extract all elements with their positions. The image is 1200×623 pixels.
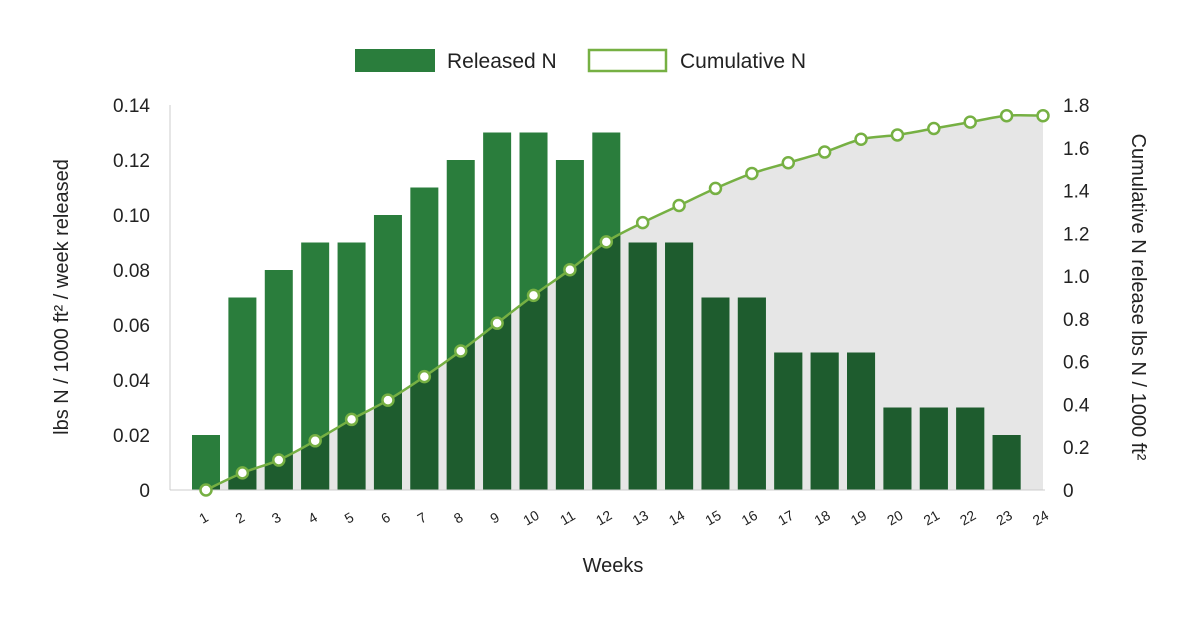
bar-overlap-week-23 (992, 435, 1021, 490)
x-tick-label: 11 (557, 507, 578, 528)
x-tick-label: 18 (811, 507, 833, 529)
cumulative-point-week-6 (381, 393, 395, 407)
y2-tick-label: 0.2 (1063, 438, 1089, 459)
x-tick-labels: 1 2 3 4 5 6 7 8 9 10 11 12 13 14 15 16 17 18 19 20 21 22 23 24 (196, 507, 1051, 529)
cumulative-point-week-9 (490, 316, 504, 330)
cumulative-point-week-16 (745, 166, 759, 181)
legend-swatch-cumulative (587, 48, 668, 73)
x-tick-label: 14 (666, 507, 688, 529)
cumulative-point-week-13 (635, 215, 650, 230)
y-axis-title: lbs N / 1000 ft² / week released (51, 159, 73, 435)
right-tick-labels: 0 0.2 0.4 0.6 0.8 1.0 1.2 1.4 1.6 1.8 (1063, 96, 1090, 502)
y-tick-label: 0 (139, 481, 150, 502)
x-tick-label: 23 (993, 507, 1015, 529)
x-tick-label: 1 (196, 509, 211, 527)
x-tick-label: 20 (884, 507, 906, 529)
bar-week-2 (228, 297, 257, 490)
cumulative-point-week-23 (999, 108, 1014, 123)
cumulative-point-week-15 (708, 181, 723, 196)
left-tick-labels: 0 0.02 0.04 0.06 0.08 0.10 0.12 0.14 (113, 96, 150, 502)
cumulative-point-week-14 (672, 198, 686, 213)
bar-overlap-week-20 (883, 407, 912, 490)
x-tick-label: 21 (921, 507, 943, 529)
bar-overlap-week-14 (665, 242, 694, 490)
y2-axis-title: Cumulative N release lbs N / 1000 ft² (1127, 134, 1149, 461)
bar-overlap-week-13 (628, 242, 657, 490)
cumulative-point-week-17 (781, 156, 796, 170)
bar-overlap-week-17 (774, 352, 803, 490)
cumulative-point-week-3 (272, 453, 286, 467)
x-tick-label: 24 (1030, 507, 1052, 529)
y-tick-label: 0.08 (113, 261, 150, 282)
cumulative-point-week-19 (854, 132, 868, 146)
y2-tick-label: 1.6 (1063, 139, 1089, 160)
axis-layer (169, 105, 1045, 491)
x-tick-label: 2 (233, 509, 248, 527)
y2-tick-label: 0.6 (1063, 353, 1089, 374)
cumulative-point-week-1 (199, 483, 213, 497)
y2-tick-label: 1.0 (1063, 267, 1089, 288)
bar-overlap-week-15 (701, 297, 730, 490)
x-tick-label: 22 (957, 507, 979, 529)
y-tick-label: 0.06 (113, 316, 150, 337)
x-tick-label: 16 (739, 507, 761, 529)
x-axis-title: Weeks (583, 555, 644, 577)
x-tick-label: 8 (451, 509, 466, 527)
y-tick-label: 0.12 (113, 151, 150, 172)
y-tick-label: 0.14 (113, 96, 150, 117)
x-tick-label: 10 (520, 507, 542, 529)
x-tick-label: 19 (848, 507, 870, 529)
cumulative-area-layer (206, 115, 1043, 491)
y2-tick-label: 0.8 (1063, 310, 1089, 331)
cumulative-point-week-7 (417, 369, 432, 384)
bar-week-1 (192, 435, 220, 490)
cumulative-point-week-18 (817, 145, 832, 159)
legend-label-cumulative: Cumulative N (680, 50, 806, 73)
cumulative-point-week-11 (563, 262, 577, 277)
x-tick-label: 12 (593, 507, 615, 529)
cumulative-point-week-10 (526, 288, 541, 303)
y2-tick-label: 1.4 (1063, 182, 1090, 203)
y-tick-label: 0.10 (113, 206, 150, 227)
x-tick-label: 17 (775, 507, 797, 529)
legend-swatch-released (355, 49, 435, 72)
cumulative-point-week-12 (599, 235, 614, 249)
cumulative-point-week-2 (235, 466, 250, 480)
x-tick-label: 15 (702, 507, 724, 529)
cumulative-point-week-20 (890, 128, 905, 142)
bar-overlap-week-21 (919, 407, 948, 490)
x-tick-label: 6 (378, 509, 393, 527)
legend-label-released: Released N (447, 50, 557, 73)
y2-tick-label: 1.2 (1063, 224, 1089, 245)
x-tick-label: 3 (269, 509, 284, 527)
y2-tick-label: 0.4 (1063, 395, 1090, 416)
cumulative-point-week-21 (927, 121, 941, 136)
cumulative-point-week-5 (344, 412, 359, 427)
cumulative-area (206, 115, 1043, 491)
legend: Released N Cumulative N (355, 48, 806, 73)
x-tick-label: 13 (629, 507, 651, 529)
y-tick-label: 0.04 (113, 371, 150, 392)
cumulative-point-week-24 (1036, 108, 1050, 123)
cumulative-point-week-8 (453, 344, 468, 358)
cumulative-marker-layer (199, 108, 1050, 497)
bar-overlap-week-18 (810, 352, 839, 490)
x-tick-label: 4 (305, 509, 320, 527)
x-tick-label: 9 (487, 509, 502, 527)
bar-overlap-week-19 (847, 352, 876, 490)
x-tick-label: 5 (342, 509, 357, 527)
bar-overlap-week-16 (737, 297, 766, 490)
y-tick-label: 0.02 (113, 426, 150, 447)
y2-tick-label: 0 (1063, 481, 1074, 502)
cumulative-point-week-4 (308, 434, 322, 448)
cumulative-point-week-22 (963, 115, 977, 129)
bar-overlap-week-22 (956, 407, 985, 490)
y2-tick-label: 1.8 (1063, 96, 1089, 117)
x-tick-label: 7 (414, 509, 429, 527)
